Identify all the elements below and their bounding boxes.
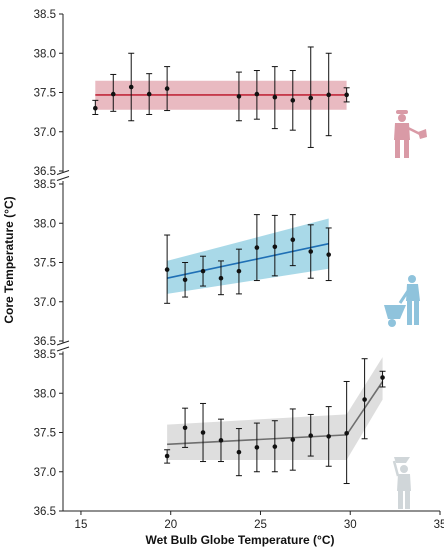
axis-break-mark-1: [56, 340, 70, 346]
panel-middle-data-point: [290, 237, 296, 243]
panel-middle-data-point: [254, 245, 260, 250]
y-tick-label: 37.5: [34, 428, 56, 440]
panel-middle-data-point: [164, 267, 170, 272]
y-tick-label: 38.0: [34, 218, 56, 230]
y-tick-label: 38.5: [34, 179, 56, 191]
panel-middle-data-point: [326, 252, 331, 257]
x-axis-label: Wet Bulb Globe Temperature (°C): [145, 533, 334, 547]
y-tick-label: 36.5: [34, 336, 56, 348]
panel-middle-data-point: [182, 277, 188, 283]
worker-shovel-icon: [394, 110, 427, 158]
panel-top-data-point: [344, 92, 349, 98]
panel-top-data-point: [128, 84, 134, 90]
panel-middle-data-point: [200, 268, 206, 274]
axis-break-mark-0: [56, 170, 70, 175]
panel-top-data-point: [93, 105, 98, 111]
y-tick-label: 37.5: [34, 258, 56, 270]
worker-icons: [384, 110, 427, 509]
panel-bottom-data-point: [380, 375, 385, 380]
panel-top-data-point: [326, 92, 331, 98]
data-points: [93, 84, 385, 459]
panel-middle-data-point: [272, 244, 278, 250]
panel-bottom-data-point: [200, 430, 206, 435]
panel-top-data-point: [146, 91, 152, 97]
panel-middle-confidence-band: [167, 218, 329, 294]
y-tick-label: 38.0: [34, 48, 56, 60]
y-tick-label: 38.5: [34, 9, 56, 21]
x-tick-label: 15: [75, 519, 88, 531]
axis-break-mark-0: [56, 176, 70, 181]
panel-top-data-point: [254, 91, 260, 97]
worker-wheelbarrow-icon: [384, 275, 420, 327]
panel-bottom-data-point: [236, 449, 242, 455]
x-tick-label: 25: [254, 519, 267, 531]
y-tick-label: 38.0: [34, 388, 56, 400]
y-tick-label: 37.0: [34, 297, 56, 309]
worker-carrying-icon: [392, 457, 411, 509]
panel-bottom-data-point: [290, 437, 296, 442]
panel-top-data-point: [290, 98, 296, 103]
y-tick-label: 37.5: [34, 88, 56, 100]
axis-break-gap-1: [57, 342, 69, 352]
panel-middle-data-point: [236, 268, 242, 274]
panel-middle-fit-line: [166, 242, 329, 279]
panel-middle-data-point: [218, 275, 224, 281]
y-axis-label: Core Temperature (°C): [2, 196, 16, 323]
x-tick-label: 20: [164, 519, 177, 531]
panel-bottom-data-point: [254, 445, 260, 450]
panel-top-data-point: [272, 94, 278, 100]
panel-bottom-data-point: [164, 453, 170, 459]
y-tick-label: 36.5: [34, 166, 56, 178]
axis-break-mark-1: [56, 346, 70, 352]
y-tick-label: 37.0: [34, 467, 56, 479]
y-tick-label: 38.5: [34, 349, 56, 361]
panel-top-data-point: [236, 94, 242, 99]
panel-top-data-point: [308, 95, 314, 101]
panel-bottom-data-point: [182, 425, 188, 431]
panel-bottom-data-point: [308, 433, 314, 438]
panel-bottom-data-point: [272, 444, 278, 449]
panel-middle-data-point: [308, 249, 314, 254]
panel-bottom-data-point: [326, 434, 331, 439]
x-tick-label: 35: [434, 519, 444, 531]
y-tick-label: 37.0: [34, 127, 56, 139]
panel-top-data-point: [164, 86, 170, 91]
panel-bottom-data-point: [344, 430, 349, 436]
panel-bottom-data-point: [218, 438, 224, 443]
axis-break-gap-0: [57, 172, 69, 181]
panel-top-data-point: [110, 91, 116, 97]
y-tick-label: 36.5: [34, 506, 56, 518]
x-tick-label: 30: [344, 519, 357, 531]
panel-bottom-data-point: [362, 397, 367, 402]
axes: 15 20 25 30 3536.537.037.538.038.536.537.037…: [34, 9, 444, 531]
